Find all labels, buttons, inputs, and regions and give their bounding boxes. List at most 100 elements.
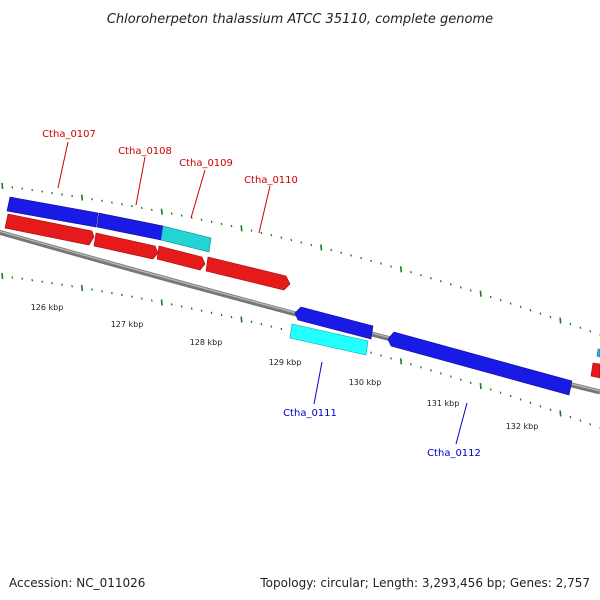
minor-tick-mark bbox=[429, 369, 432, 372]
minor-tick-mark bbox=[360, 256, 363, 260]
minor-tick-mark bbox=[499, 299, 502, 302]
gene-leader-line bbox=[313, 361, 323, 405]
upper-tick-track bbox=[1, 182, 600, 337]
major-tick-mark bbox=[559, 410, 562, 417]
minor-tick-mark bbox=[519, 305, 522, 308]
minor-tick-mark bbox=[200, 218, 203, 221]
gene-feature-reverse-strand[interactable] bbox=[387, 331, 573, 396]
gene-leader-line bbox=[57, 141, 69, 189]
gene-feature-reverse[interactable] bbox=[590, 362, 600, 379]
minor-tick-mark bbox=[579, 419, 582, 422]
minor-tick-mark bbox=[130, 295, 133, 298]
minor-tick-mark bbox=[210, 220, 213, 223]
minor-tick-mark bbox=[290, 238, 293, 242]
gene-feature-partial[interactable] bbox=[596, 348, 600, 358]
position-tick-label: 130 kbp bbox=[349, 378, 382, 387]
gene-feature-forward[interactable] bbox=[6, 196, 99, 228]
minor-tick-mark bbox=[71, 285, 74, 288]
minor-tick-mark bbox=[210, 311, 213, 314]
minor-tick-mark bbox=[549, 408, 552, 411]
minor-tick-mark bbox=[350, 254, 353, 257]
map-title: Chloroherpeton thalassium ATCC 35110, co… bbox=[107, 12, 493, 27]
position-tick-label: 126 kbp bbox=[31, 303, 64, 312]
minor-tick-mark bbox=[21, 187, 24, 190]
minor-tick-mark bbox=[180, 305, 183, 308]
minor-tick-mark bbox=[509, 394, 512, 398]
minor-tick-mark bbox=[120, 293, 123, 297]
minor-tick-mark bbox=[579, 326, 582, 329]
minor-tick-mark bbox=[449, 375, 452, 378]
major-tick-mark bbox=[320, 244, 323, 251]
gene-label[interactable]: Ctha_0109 bbox=[179, 158, 233, 169]
minor-tick-mark bbox=[61, 283, 64, 286]
accession-text: Accession: NC_011026 bbox=[9, 576, 146, 590]
minor-tick-mark bbox=[300, 241, 303, 244]
minor-tick-mark bbox=[140, 206, 143, 210]
minor-tick-mark bbox=[370, 259, 373, 263]
minor-tick-mark bbox=[260, 231, 263, 235]
minor-tick-mark bbox=[380, 262, 382, 265]
minor-tick-mark bbox=[489, 295, 492, 299]
gene-feature-reverse[interactable] bbox=[4, 213, 95, 246]
gene-label[interactable]: Ctha_0107 bbox=[42, 129, 96, 140]
minor-tick-mark bbox=[569, 415, 572, 419]
position-tick-label: 129 kbp bbox=[269, 358, 302, 367]
minor-tick-mark bbox=[330, 248, 333, 252]
minor-tick-mark bbox=[459, 378, 462, 381]
minor-tick-mark bbox=[140, 297, 143, 300]
minor-tick-mark bbox=[31, 279, 34, 282]
minor-tick-mark bbox=[519, 398, 522, 401]
minor-tick-mark bbox=[280, 327, 283, 331]
minor-tick-mark bbox=[21, 277, 24, 280]
minor-tick-mark bbox=[469, 381, 472, 384]
minor-tick-mark bbox=[509, 302, 512, 305]
major-tick-mark bbox=[240, 316, 243, 323]
minor-tick-mark bbox=[439, 280, 442, 283]
gene-feature-highlighted[interactable] bbox=[160, 225, 212, 253]
gene-label[interactable]: Ctha_0111 bbox=[283, 408, 337, 419]
gene-feature-reverse[interactable] bbox=[156, 245, 206, 271]
gene-label[interactable]: Ctha_0112 bbox=[427, 448, 481, 459]
genome-summary-text: Topology: circular; Length: 3,293,456 bp… bbox=[260, 576, 590, 590]
minor-tick-mark bbox=[499, 391, 502, 394]
position-tick-label: 132 kbp bbox=[506, 422, 539, 431]
minor-tick-mark bbox=[390, 357, 392, 360]
major-tick-mark bbox=[1, 272, 4, 280]
minor-tick-mark bbox=[41, 280, 44, 283]
minor-tick-mark bbox=[419, 366, 422, 369]
position-tick-label: 127 kbp bbox=[111, 320, 144, 329]
gene-label[interactable]: Ctha_0110 bbox=[244, 175, 298, 186]
gene-feature-highlighted[interactable] bbox=[289, 323, 369, 356]
major-tick-mark bbox=[559, 317, 562, 324]
position-tick-label: 128 kbp bbox=[190, 338, 223, 347]
minor-tick-mark bbox=[150, 299, 153, 302]
minor-tick-mark bbox=[11, 276, 14, 279]
lower-tick-track bbox=[1, 272, 600, 430]
minor-tick-mark bbox=[439, 372, 442, 375]
minor-tick-mark bbox=[409, 363, 412, 366]
gene-feature-reverse[interactable] bbox=[205, 256, 291, 291]
minor-tick-mark bbox=[11, 186, 14, 189]
minor-tick-mark bbox=[589, 423, 592, 426]
major-tick-mark bbox=[399, 266, 403, 273]
minor-tick-mark bbox=[340, 251, 343, 254]
minor-tick-mark bbox=[190, 307, 193, 310]
gene-label[interactable]: Ctha_0108 bbox=[118, 146, 172, 157]
minor-tick-mark bbox=[170, 212, 173, 215]
minor-tick-mark bbox=[449, 283, 452, 286]
gene-feature-reverse[interactable] bbox=[93, 232, 159, 260]
gene-leader-line bbox=[258, 185, 271, 234]
gene-feature-reverse-strand[interactable] bbox=[294, 306, 374, 340]
gene-leader-line bbox=[190, 169, 206, 219]
minor-tick-mark bbox=[489, 388, 492, 391]
minor-tick-mark bbox=[31, 188, 34, 192]
minor-tick-mark bbox=[459, 286, 462, 289]
position-tick-label: 131 kbp bbox=[427, 399, 460, 408]
minor-tick-mark bbox=[569, 322, 572, 326]
minor-tick-mark bbox=[260, 323, 263, 326]
minor-tick-mark bbox=[429, 277, 432, 280]
minor-tick-mark bbox=[220, 222, 223, 226]
major-tick-mark bbox=[479, 290, 482, 297]
